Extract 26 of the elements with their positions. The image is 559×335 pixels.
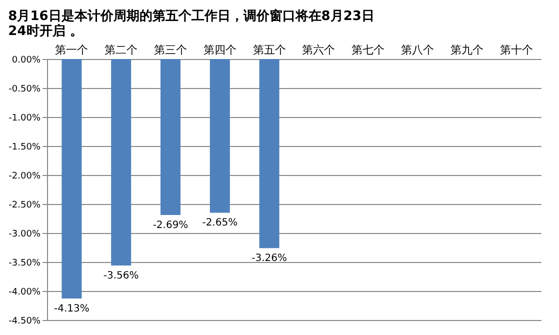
y-tick-label: -0.50% (8, 84, 41, 94)
x-tick-label: 第十个 (500, 44, 533, 56)
x-tick-label: 第九个 (450, 44, 484, 56)
x-tick-label: 第六个 (302, 44, 336, 56)
x-tick-label: 第三个 (154, 44, 187, 56)
data-label: -2.65% (202, 218, 238, 229)
y-tick-label: 0.00% (12, 56, 41, 66)
data-label: -2.69% (152, 220, 188, 232)
x-tick-label: 第五个 (252, 44, 286, 56)
y-tick-label: -2.00% (8, 172, 41, 182)
x-tick-label: 第一个 (55, 44, 88, 56)
y-tick-label: -3.00% (8, 230, 41, 240)
y-tick-label: -1.50% (8, 142, 41, 152)
x-tick-label: 第七个 (352, 44, 385, 56)
data-label: -3.26% (252, 253, 287, 264)
x-tick-label: 第二个 (104, 44, 138, 56)
y-tick-label: -4.50% (8, 316, 41, 326)
x-tick-label: 第四个 (203, 44, 236, 56)
y-tick-label: -4.00% (8, 288, 41, 298)
data-label: -3.56% (103, 270, 139, 282)
data-label: -4.13% (54, 304, 90, 315)
chart-title: 8月16日是本计价周期的第五个工作日，调价窗口将在8月23日24时开启 。 (8, 8, 374, 39)
y-tick-label: -3.50% (8, 258, 41, 268)
x-tick-label: 第八个 (401, 44, 434, 56)
y-tick-label: -1.00% (8, 114, 41, 124)
y-tick-label: -2.50% (8, 200, 41, 210)
